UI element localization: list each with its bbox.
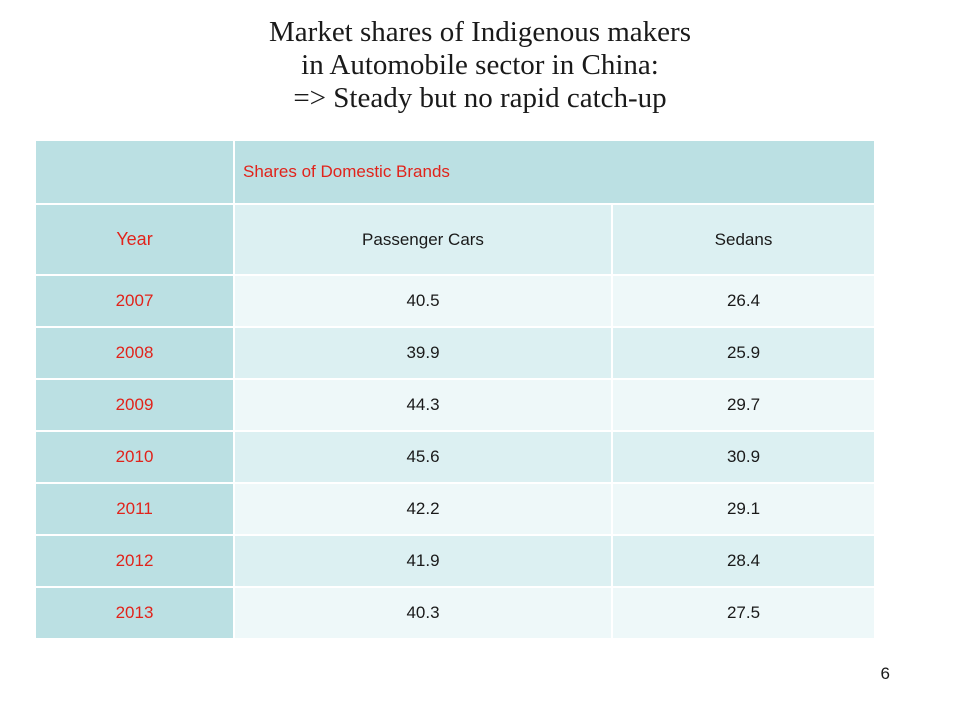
domestic-brand-shares-table: Shares of Domestic Brands Year Passenger…	[34, 139, 877, 640]
sedans-cell: 25.9	[610, 326, 877, 380]
column-header-sedans: Sedans	[610, 203, 877, 276]
year-cell: 2013	[34, 586, 235, 640]
table-column-header-row: Year Passenger Cars Sedans	[34, 203, 877, 276]
slide-title: Market shares of Indigenous makers in Au…	[0, 16, 960, 115]
slide-title-line-2: in Automobile sector in China:	[301, 49, 659, 81]
slide-title-line-1: Market shares of Indigenous makers	[269, 16, 691, 48]
table-row: 2011 42.2 29.1	[34, 482, 877, 536]
column-header-passenger-cars: Passenger Cars	[233, 203, 613, 276]
table-corner-cell	[34, 139, 235, 205]
sedans-cell: 27.5	[610, 586, 877, 640]
table-row: 2013 40.3 27.5	[34, 586, 877, 640]
sedans-cell: 28.4	[610, 534, 877, 588]
sedans-cell: 29.1	[610, 482, 877, 536]
page-number: 6	[880, 664, 890, 683]
sedans-cell: 26.4	[610, 274, 877, 328]
column-header-year: Year	[34, 203, 235, 276]
year-cell: 2012	[34, 534, 235, 588]
table-row: 2007 40.5 26.4	[34, 274, 877, 328]
passenger-cars-cell: 42.2	[233, 482, 613, 536]
passenger-cars-cell: 40.5	[233, 274, 613, 328]
passenger-cars-cell: 45.6	[233, 430, 613, 484]
passenger-cars-cell: 44.3	[233, 378, 613, 432]
sedans-cell: 30.9	[610, 430, 877, 484]
group-header-cell: Shares of Domestic Brands	[232, 139, 877, 205]
year-cell: 2011	[34, 482, 235, 536]
passenger-cars-cell: 41.9	[233, 534, 613, 588]
table-row: 2012 41.9 28.4	[34, 534, 877, 588]
sedans-cell: 29.7	[610, 378, 877, 432]
table-group-header-row: Shares of Domestic Brands	[34, 139, 877, 205]
year-cell: 2009	[34, 378, 235, 432]
year-cell: 2010	[34, 430, 235, 484]
table-row: 2010 45.6 30.9	[34, 430, 877, 484]
table-row: 2008 39.9 25.9	[34, 326, 877, 380]
passenger-cars-cell: 40.3	[233, 586, 613, 640]
year-cell: 2008	[34, 326, 235, 380]
year-cell: 2007	[34, 274, 235, 328]
passenger-cars-cell: 39.9	[233, 326, 613, 380]
slide-title-line-3: => Steady but no rapid catch-up	[293, 82, 667, 114]
table-row: 2009 44.3 29.7	[34, 378, 877, 432]
